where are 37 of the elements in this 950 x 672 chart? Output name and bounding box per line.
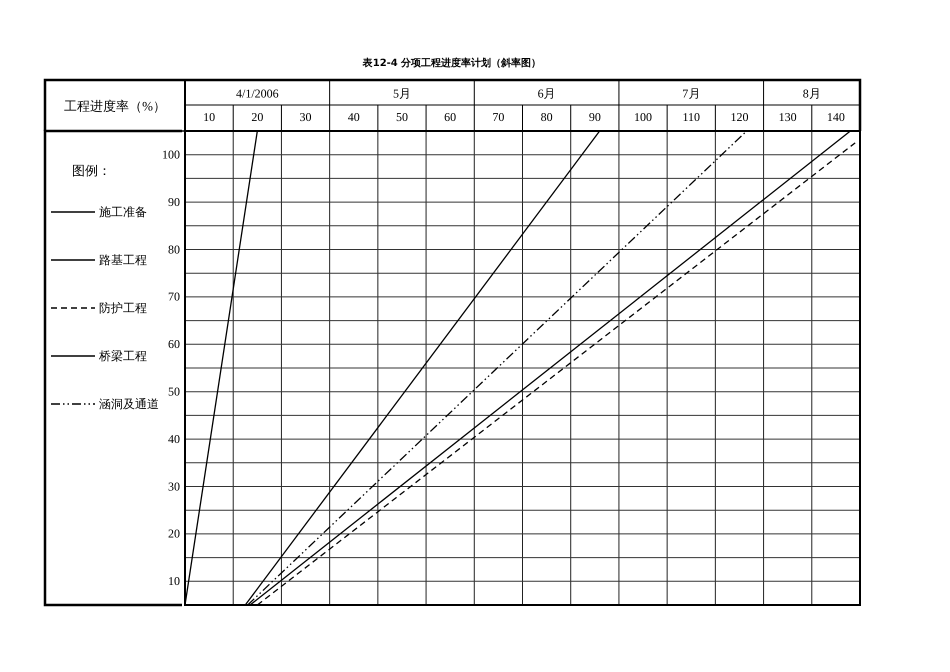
- text: 7月: [682, 86, 700, 100]
- text: 4/1/2006: [236, 86, 279, 100]
- legend-label: 路基工程: [99, 253, 147, 267]
- x-tick-label: 30: [300, 110, 312, 124]
- y-tick-label: 10: [168, 574, 180, 588]
- x-tick-label: 40: [348, 110, 360, 124]
- y-tick-label: 70: [168, 290, 180, 304]
- y-axis-title: 工程进度率（%）: [64, 98, 166, 114]
- y-tick-label: 100: [162, 148, 180, 162]
- x-tick-label: 60: [444, 110, 456, 124]
- y-tick-label: 30: [168, 479, 180, 494]
- x-tick-label: 50: [396, 110, 408, 124]
- legend-label: 桥梁工程: [98, 349, 147, 363]
- x-tick-label: 110: [682, 110, 700, 124]
- text: 6月: [538, 86, 556, 100]
- x-tick-label: 90: [588, 110, 601, 124]
- y-tick-label: 80: [168, 242, 180, 256]
- x-tick-label: 130: [778, 110, 797, 124]
- x-tick-label: 70: [492, 110, 504, 124]
- text: 5月: [392, 86, 411, 100]
- chart-title: 表12-4 分项工程进度率计划（斜率图）: [362, 57, 542, 69]
- y-tick-label: 60: [168, 337, 180, 352]
- legend-label: 涵洞及通道: [99, 397, 159, 411]
- y-tick-label: 40: [168, 432, 180, 446]
- y-tick-label: 90: [168, 194, 180, 209]
- legend-label: 防护工程: [99, 301, 147, 315]
- x-tick-label: 100: [634, 110, 652, 124]
- x-tick-label: 20: [251, 110, 264, 124]
- x-tick-label: 120: [730, 110, 748, 124]
- legend-label: 施工准备: [99, 205, 147, 219]
- y-tick-label: 50: [168, 384, 180, 399]
- x-tick-label: 80: [540, 110, 553, 124]
- y-tick-label: 20: [168, 526, 180, 541]
- text: 8月: [802, 86, 821, 100]
- x-tick-label: 10: [203, 110, 216, 124]
- legend-title: 图例：: [72, 163, 111, 178]
- x-tick-label: 140: [826, 110, 845, 124]
